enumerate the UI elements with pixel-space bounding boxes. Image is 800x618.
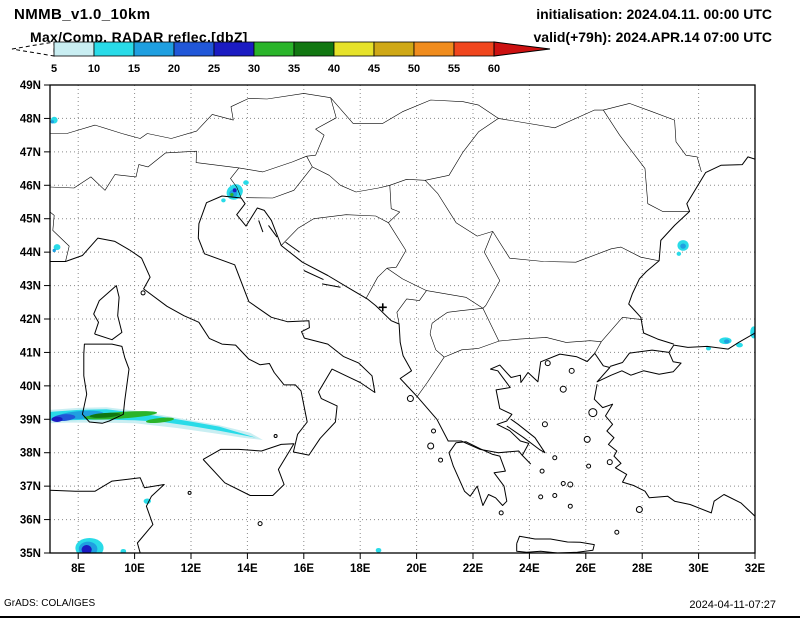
product-title: Max/Comp. RADAR reflec.[dbZ] — [30, 29, 248, 45]
lon-tick-label: 26E — [576, 563, 597, 575]
colorbar-segment — [373, 41, 415, 57]
lat-tick-label: 49N — [20, 80, 41, 92]
coastlines — [50, 156, 755, 553]
lon-tick-label: 16E — [294, 563, 315, 575]
lon-tick-label: 22E — [463, 563, 484, 575]
grads-stamp: GrADS: COLA/IGES — [4, 598, 96, 609]
reflectivity-colorbar: 5 10 15 20 25 30 35 40 45 50 55 60 — [11, 41, 551, 75]
above-max-arrow — [493, 41, 551, 57]
colorbar-tick-label: 55 — [448, 63, 460, 75]
radar-cell — [232, 188, 237, 193]
country-borders — [50, 93, 702, 397]
lon-tick-label: 30E — [688, 563, 709, 575]
radar-cell — [50, 120, 54, 124]
lon-tick-label: 32E — [745, 563, 766, 575]
station-marker — [378, 303, 387, 312]
colorbar-segment — [53, 41, 95, 57]
lon-tick-label: 14E — [237, 563, 258, 575]
creation-timestamp: 2024-04-11-07:27 — [689, 599, 776, 611]
lat-tick-label: 42N — [20, 314, 41, 326]
colorbar-segment — [213, 41, 255, 57]
colorbar-segment — [133, 41, 175, 57]
colorbar-tick-label: 15 — [128, 63, 140, 75]
lon-tick-label: 10E — [124, 563, 145, 575]
below-min-triangle — [11, 41, 55, 57]
lat-tick-label: 39N — [20, 414, 41, 426]
lat-tick-label: 43N — [20, 281, 41, 293]
radar-cell — [243, 180, 249, 185]
map-canvas: 49N 48N 47N 46N 45N 44N 43N 42N 41N 40N 39N 38N 37N 3… — [20, 80, 766, 575]
colorbar-tick-label: 60 — [488, 63, 500, 75]
lat-tick-label: 46N — [20, 180, 41, 192]
radar-cell — [81, 544, 92, 553]
radar-cell — [221, 198, 226, 203]
gridlines — [50, 85, 755, 553]
radar-cell — [736, 342, 743, 348]
radar-cell — [53, 244, 61, 251]
colorbar-tick-label: 25 — [208, 63, 220, 75]
colorbar-tick-label: 40 — [328, 63, 340, 75]
colorbar-segment — [453, 41, 495, 57]
colorbar-segment — [173, 41, 215, 57]
lat-tick-label: 36N — [20, 515, 41, 527]
radar-cell — [375, 547, 382, 553]
colorbar-tick-label: 45 — [368, 63, 380, 75]
lon-tick-label: 24E — [519, 563, 540, 575]
radar-cell — [230, 192, 234, 197]
model-title: NMMB_v1.0_10km — [14, 6, 151, 23]
colorbar-tick-label: 35 — [288, 63, 300, 75]
radar-cell — [680, 243, 686, 249]
lat-tick-label: 47N — [20, 147, 41, 159]
colorbar-tick-label: 5 — [51, 63, 57, 75]
radar-cells — [50, 116, 755, 553]
colorbar-segment — [293, 41, 335, 57]
lon-tick-label: 18E — [350, 563, 371, 575]
lat-tick-label: 45N — [20, 214, 41, 226]
lat-tick-label: 41N — [20, 347, 41, 359]
radar-cell — [750, 326, 755, 339]
radar-cell — [676, 251, 682, 256]
radar-cell — [52, 248, 56, 253]
lon-tick-label: 12E — [181, 563, 202, 575]
axis-ticks: 49N 48N 47N 46N 45N 44N 43N 42N 41N 40N 39N 38N 37N 3… — [20, 80, 766, 575]
radar-cell — [723, 339, 730, 344]
lat-tick-label: 40N — [20, 381, 41, 393]
radar-cell — [705, 346, 712, 351]
lat-tick-label: 38N — [20, 448, 41, 460]
lon-tick-label: 20E — [406, 563, 427, 575]
lon-tick-label: 8E — [71, 563, 85, 575]
init-time-label: initialisation: 2024.04.11. 00:00 UTC — [536, 6, 772, 22]
colorbar-tick-label: 50 — [408, 63, 420, 75]
colorbar-segment — [93, 41, 135, 57]
valid-time-label: valid(+79h): 2024.APR.14 07:00 UTC — [533, 29, 773, 45]
radar-cell — [51, 416, 63, 422]
colorbar-segment — [413, 41, 455, 57]
radar-cell — [145, 417, 175, 424]
lat-tick-label: 37N — [20, 481, 41, 493]
colorbar-tick-label: 20 — [168, 63, 180, 75]
bottom-border — [0, 616, 800, 618]
radar-cell — [120, 548, 127, 553]
radar-cell — [89, 412, 121, 418]
colorbar-tick-label: 10 — [88, 63, 100, 75]
lon-tick-label: 28E — [632, 563, 653, 575]
lat-tick-label: 35N — [20, 548, 41, 560]
lat-tick-label: 44N — [20, 247, 41, 259]
colorbar-segment — [333, 41, 375, 57]
colorbar-tick-label: 30 — [248, 63, 260, 75]
lat-tick-label: 48N — [20, 113, 41, 125]
colorbar-segment — [253, 41, 295, 57]
